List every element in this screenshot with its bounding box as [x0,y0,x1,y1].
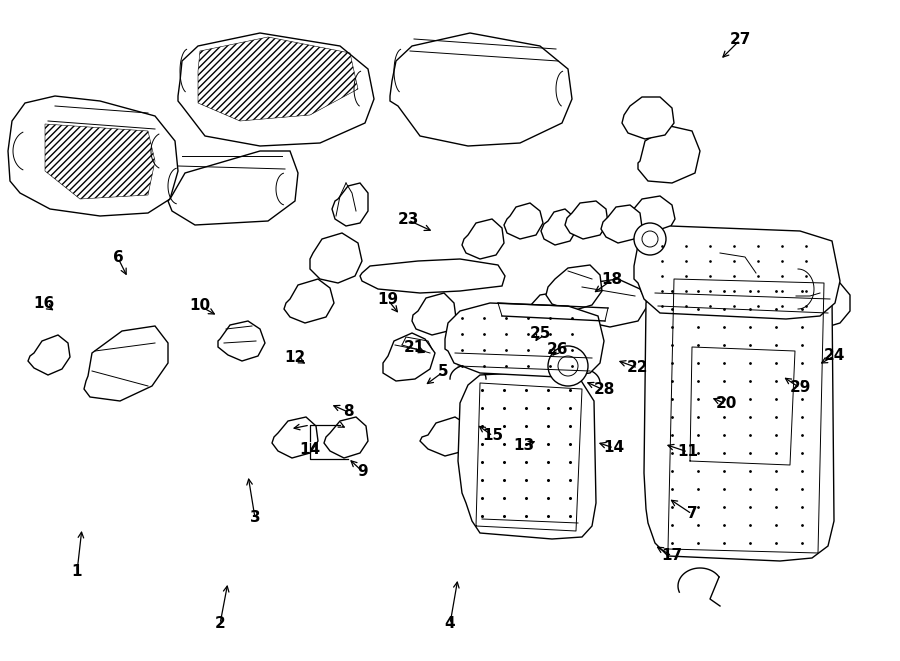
Polygon shape [390,33,572,146]
Text: 10: 10 [189,299,211,313]
Text: 17: 17 [662,549,682,563]
Polygon shape [565,201,608,239]
Text: 9: 9 [357,465,368,479]
Polygon shape [178,33,374,146]
Text: 11: 11 [678,444,698,459]
Polygon shape [168,151,298,225]
Text: 7: 7 [687,506,698,522]
Polygon shape [541,209,577,245]
Polygon shape [804,283,850,329]
Polygon shape [272,417,318,458]
Polygon shape [420,417,472,456]
Text: 28: 28 [593,383,615,397]
Circle shape [558,356,578,376]
Text: 16: 16 [33,297,55,311]
Polygon shape [696,247,756,293]
Text: 12: 12 [284,350,306,366]
Text: 4: 4 [445,617,455,631]
Polygon shape [8,96,178,216]
Polygon shape [412,293,456,335]
Text: 25: 25 [529,327,551,342]
Polygon shape [310,233,362,283]
Polygon shape [628,196,675,235]
Polygon shape [504,304,560,344]
Text: 24: 24 [824,348,845,364]
Polygon shape [520,292,570,331]
Text: 2: 2 [214,617,225,631]
Polygon shape [458,371,596,539]
Text: 21: 21 [403,340,425,356]
Text: 6: 6 [112,251,123,266]
Polygon shape [739,267,798,313]
Circle shape [634,223,666,255]
Text: 14: 14 [300,442,320,457]
Polygon shape [644,263,834,561]
Polygon shape [622,97,674,139]
Text: 26: 26 [547,342,569,358]
Circle shape [548,346,588,386]
Polygon shape [284,279,334,323]
Text: 18: 18 [601,272,623,288]
Text: 8: 8 [343,405,354,420]
Text: 14: 14 [603,440,625,455]
Polygon shape [601,205,642,243]
Polygon shape [504,203,543,239]
Text: 20: 20 [716,397,737,412]
Text: 15: 15 [482,428,504,444]
Text: 1: 1 [72,564,82,580]
Polygon shape [28,335,70,375]
Polygon shape [568,279,648,327]
Text: 23: 23 [397,212,418,227]
Text: 22: 22 [627,360,649,375]
Text: 19: 19 [377,293,399,307]
Text: 3: 3 [249,510,260,525]
Polygon shape [84,326,168,401]
Polygon shape [383,333,435,381]
Text: 29: 29 [789,381,811,395]
Polygon shape [360,259,505,293]
Text: 27: 27 [729,32,751,48]
Polygon shape [218,321,265,361]
Text: 5: 5 [437,364,448,379]
Circle shape [642,231,658,247]
Polygon shape [445,303,604,377]
Polygon shape [324,417,368,458]
Polygon shape [546,265,602,311]
Polygon shape [462,219,504,259]
Polygon shape [332,183,368,226]
Polygon shape [634,226,840,319]
Text: 13: 13 [513,438,535,453]
Polygon shape [638,126,700,183]
